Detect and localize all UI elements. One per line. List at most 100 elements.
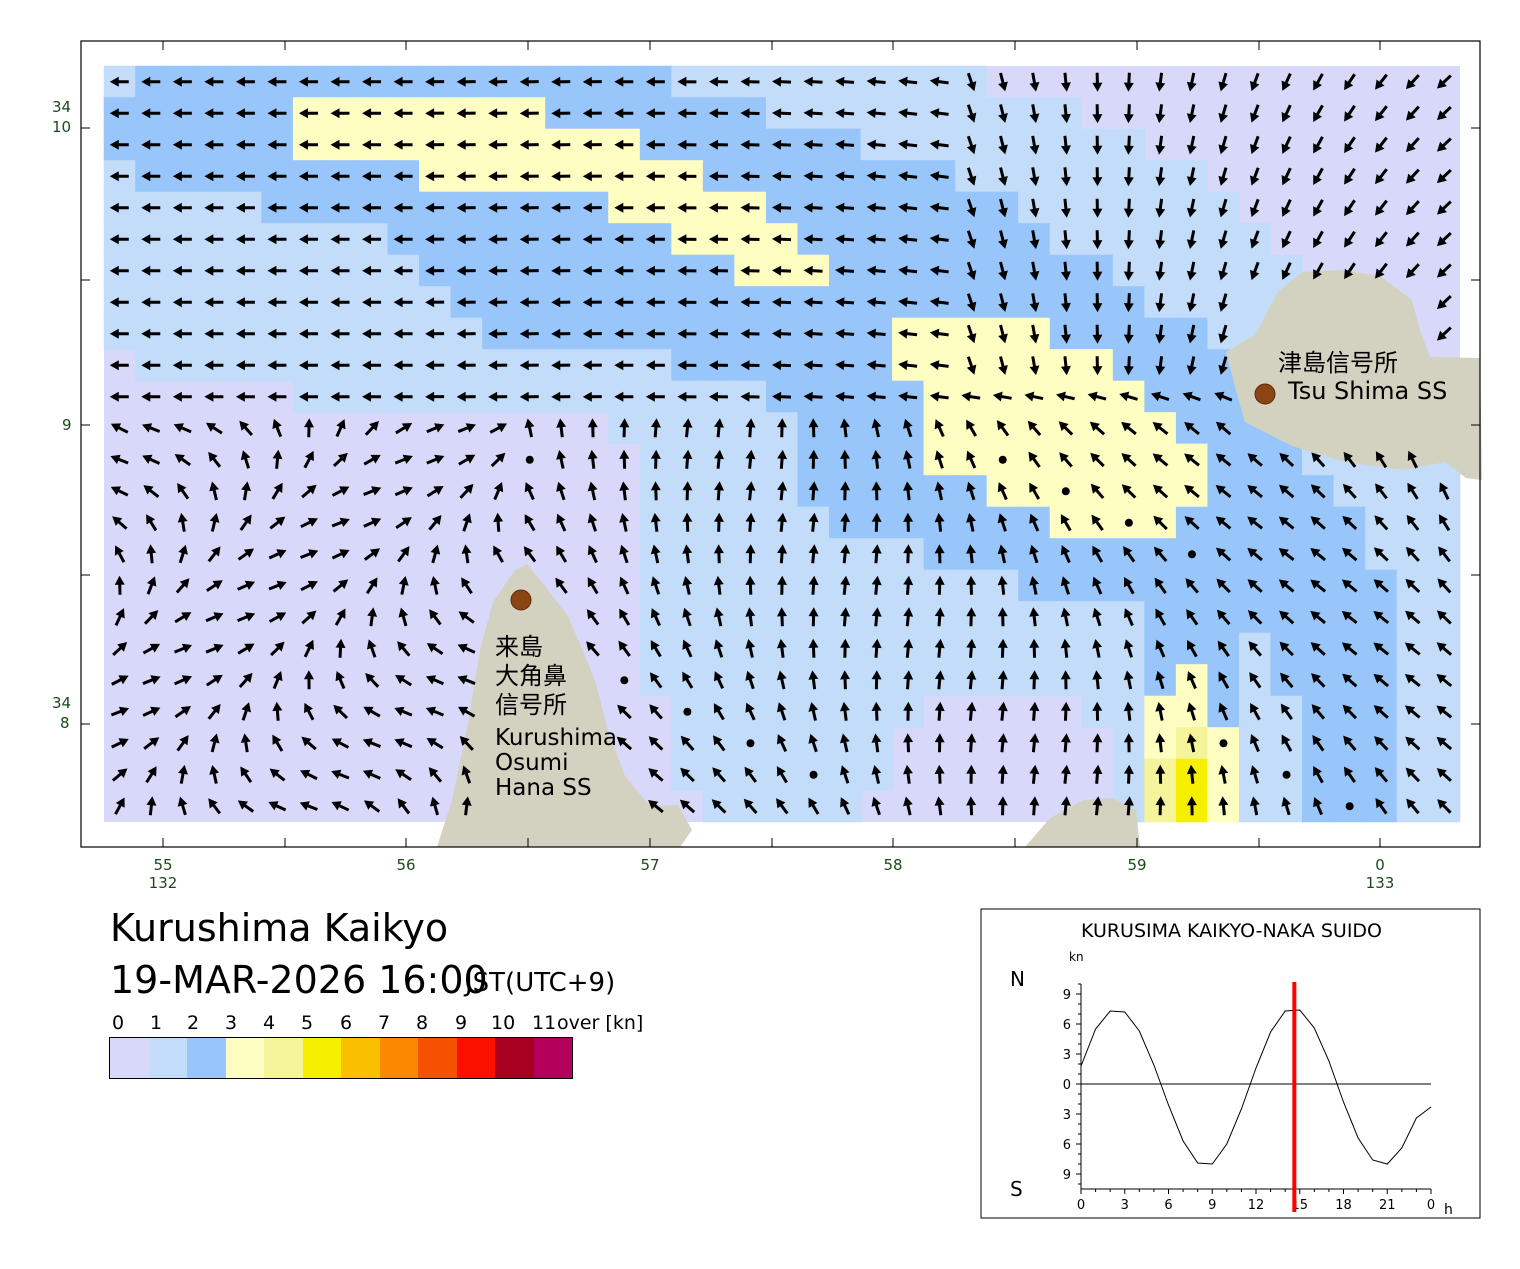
current-arrow-head [1247, 610, 1258, 621]
current-arrow-head [276, 549, 287, 559]
current-arrow-head [1186, 333, 1197, 344]
current-arrow-head [1436, 330, 1447, 341]
current-arrow-head [998, 238, 1008, 249]
current-arrow-head [1186, 113, 1197, 124]
current-arrow-head [619, 449, 630, 459]
chart-plot [1080, 982, 1432, 1212]
current-arrow-head [308, 549, 319, 559]
current-arrow-head [1024, 391, 1035, 402]
current-arrow-head [1436, 673, 1447, 684]
current-arrow-head [425, 391, 435, 402]
current-arrow-head [425, 108, 435, 119]
current-arrow-head [708, 360, 719, 371]
current-arrow-head [1341, 642, 1353, 652]
current-arrow-head [903, 733, 914, 743]
current-arrow-head [1374, 767, 1385, 778]
current-still-dot [683, 707, 692, 716]
current-arrow-head [235, 328, 245, 339]
current-arrow-head [1186, 365, 1197, 376]
current-arrow-head [740, 391, 750, 402]
current-arrow-head [304, 639, 314, 651]
current-arrow-head [401, 517, 412, 527]
current-arrow-head [434, 423, 445, 433]
current-arrow-head [1060, 145, 1071, 155]
current-arrow-head [740, 139, 750, 150]
current-arrow-head [677, 108, 687, 119]
current-arrow-head [866, 108, 877, 119]
current-arrow-head [803, 391, 813, 402]
current-arrow-head [331, 769, 342, 780]
current-arrow-head [835, 297, 845, 308]
current-arrow-head [682, 671, 692, 682]
current-arrow-head [1029, 81, 1040, 92]
current-arrow-head [426, 738, 437, 747]
current-arrow-head [1092, 607, 1102, 618]
current-arrow-head [934, 544, 945, 554]
current-arrow-head [109, 360, 119, 371]
current-arrow-head [181, 675, 193, 685]
current-arrow-head [840, 670, 851, 680]
current-arrow-head [362, 265, 372, 276]
current-arrow-head [903, 575, 914, 586]
current-arrow-head [362, 202, 372, 213]
x-unit-label: h [1444, 1202, 1453, 1218]
current-arrow-head [1060, 514, 1070, 525]
current-arrow-head [929, 391, 940, 402]
current-arrow-head [339, 486, 350, 496]
current-arrow-head [456, 328, 466, 339]
legend-label: 0 [112, 1012, 125, 1034]
current-arrow-head [1247, 484, 1258, 495]
current-arrow-head [298, 171, 308, 182]
current-arrow-head [1060, 334, 1071, 344]
current-arrow-head [839, 733, 850, 744]
current-arrow-head [1092, 334, 1103, 344]
current-arrow-head [998, 333, 1008, 344]
current-arrow-head [1186, 270, 1197, 281]
current-arrow-head [1155, 764, 1166, 774]
current-arrow-head [650, 576, 661, 587]
chart-frame [980, 908, 1481, 1219]
current-arrow-head [1312, 735, 1322, 746]
current-arrow-head [1344, 268, 1354, 280]
current-arrow-head [743, 798, 754, 809]
current-arrow-head [1344, 174, 1354, 185]
current-arrow-head [966, 481, 976, 492]
current-arrow-head [714, 481, 724, 491]
current-arrow-head [708, 297, 719, 308]
current-arrow-head [394, 738, 405, 748]
current-arrow-head [307, 580, 318, 590]
current-arrow-head [267, 76, 277, 87]
current-arrow-head [929, 139, 940, 150]
current-arrow-head [208, 798, 218, 809]
current-arrow-head [777, 544, 788, 554]
current-arrow-head [269, 768, 280, 779]
current-arrow-head [1436, 642, 1447, 652]
current-arrow-head [267, 139, 277, 150]
legend-color-cell [148, 1038, 187, 1078]
current-arrow-head [614, 171, 624, 182]
current-arrow-head [430, 544, 441, 555]
current-arrow-head [1092, 638, 1103, 649]
current-arrow-head [109, 328, 119, 339]
current-arrow-head [519, 108, 529, 119]
current-arrow-head [745, 544, 756, 554]
map-frame [80, 40, 1481, 848]
current-arrow-head [1155, 239, 1166, 250]
current-arrow-head [272, 701, 283, 712]
current-arrow-head [840, 544, 851, 554]
current-arrow-head [1313, 111, 1322, 122]
current-arrow-head [1123, 208, 1134, 218]
current-arrow-head [551, 234, 561, 245]
current-arrow-head [330, 265, 340, 276]
current-arrow-head [898, 171, 908, 182]
current-arrow-head [650, 544, 661, 555]
current-arrow-head [330, 139, 340, 150]
current-arrow-head [803, 76, 813, 87]
current-arrow-head [1343, 766, 1354, 777]
current-arrow-head [582, 328, 592, 339]
y-tick-label: 6 [1063, 1018, 1071, 1033]
current-arrow-head [614, 360, 624, 371]
current-arrow-head [1029, 764, 1040, 775]
current-arrow-head [333, 704, 344, 715]
current-arrow-head [551, 108, 561, 119]
